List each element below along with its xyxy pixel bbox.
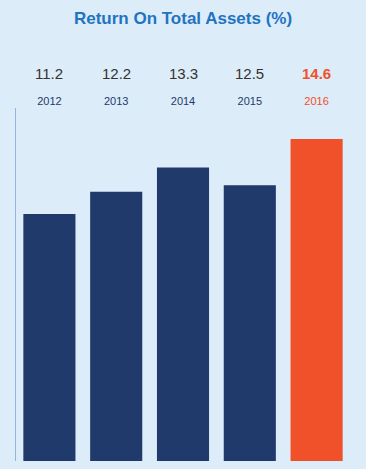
svg-text:12.2: 12.2 (102, 65, 131, 82)
svg-text:11.2: 11.2 (35, 65, 63, 82)
svg-text:13.3: 13.3 (169, 65, 198, 82)
svg-text:12.5: 12.5 (235, 65, 264, 82)
svg-text:2016: 2016 (304, 95, 328, 107)
svg-text:2013: 2013 (104, 95, 128, 107)
svg-text:2012: 2012 (37, 95, 61, 107)
svg-text:2014: 2014 (171, 95, 195, 107)
svg-text:Return On Total Assets (%): Return On Total Assets (%) (74, 9, 292, 28)
svg-text:14.6: 14.6 (302, 65, 331, 82)
svg-text:2015: 2015 (238, 95, 262, 107)
